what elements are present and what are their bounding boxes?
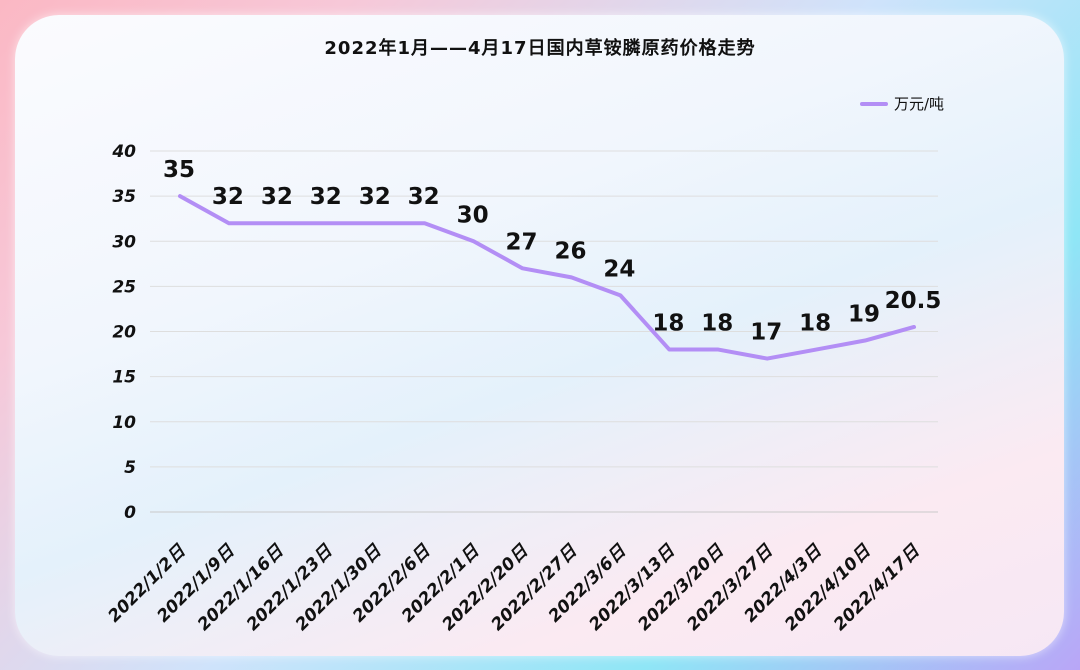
data-label: 18 [701, 311, 733, 337]
y-axis-ticks: 0 5 10 15 20 25 30 35 40 [111, 142, 136, 523]
data-label: 19 [848, 302, 880, 328]
data-label: 32 [310, 184, 342, 210]
data-label: 18 [652, 311, 684, 337]
grid-lines [150, 150, 938, 513]
x-tick-label: 2022/2/20日 [439, 541, 533, 635]
chart-title: 2022年1月——4月17日国内草铵膦原药价格走势 [324, 37, 755, 59]
data-label: 35 [163, 157, 195, 183]
legend-label-price: 万元/吨 [894, 95, 944, 113]
x-tick-label: 2022/1/23日 [243, 541, 337, 635]
data-label: 26 [554, 238, 586, 264]
y-tick-label: 10 [112, 413, 136, 433]
y-tick-label: 35 [112, 187, 136, 207]
data-label: 32 [408, 184, 440, 210]
y-tick-label: 30 [112, 232, 136, 252]
y-tick-label: 5 [124, 458, 136, 478]
data-label: 24 [603, 256, 635, 282]
y-tick-label: 20 [112, 323, 136, 343]
y-tick-label: 15 [112, 368, 136, 388]
x-tick-label: 2022/4/10日 [781, 541, 875, 635]
series-lines [178, 194, 916, 361]
data-label: 30 [457, 202, 489, 228]
data-label: 18 [799, 311, 831, 337]
x-tick-label: 2022/4/17日 [830, 541, 924, 635]
series-line [178, 194, 916, 361]
data-label: 27 [506, 229, 538, 255]
y-tick-label: 25 [112, 277, 136, 297]
data-label: 17 [750, 320, 782, 346]
x-tick-label: 2022/1/16日 [194, 541, 288, 635]
x-tick-label: 2022/1/30日 [292, 541, 386, 635]
x-axis-ticks: 2022/1/2日2022/1/9日2022/1/16日2022/1/23日20… [104, 541, 924, 635]
x-tick-label: 2022/3/20日 [634, 541, 728, 635]
data-label: 32 [212, 184, 244, 210]
x-tick-label: 2022/3/13日 [585, 541, 679, 635]
x-tick-label: 2022/2/27日 [488, 541, 582, 635]
y-tick-label: 0 [124, 503, 136, 523]
x-tick-label: 2022/3/27日 [683, 541, 777, 635]
legend: 万元/吨 [860, 95, 944, 113]
data-label: 32 [359, 184, 391, 210]
data-label: 20.5 [885, 288, 942, 314]
y-tick-label: 40 [111, 142, 136, 162]
data-label: 32 [261, 184, 293, 210]
